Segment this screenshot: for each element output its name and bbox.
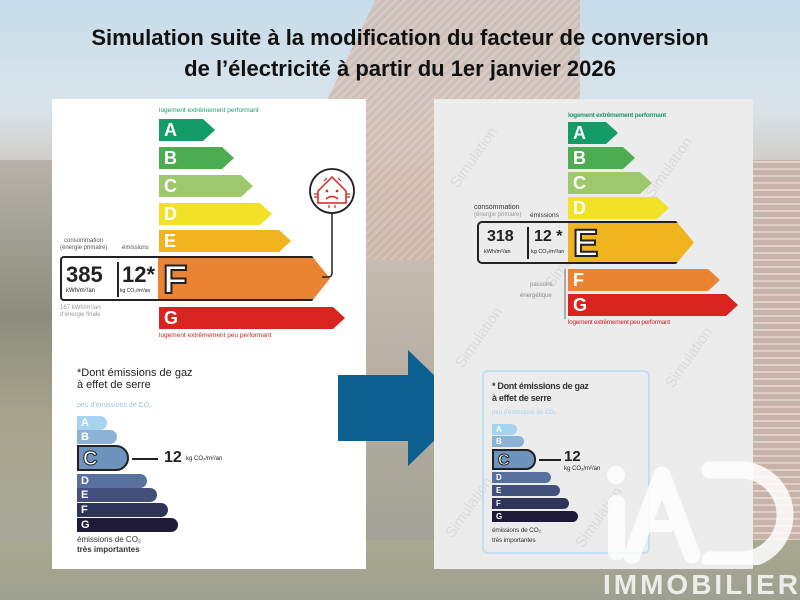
final-energy-label: d'énergie finale bbox=[60, 312, 101, 318]
ges-footnote: * Dont émissions de gaz à effet de serre bbox=[492, 380, 589, 404]
ges-connector bbox=[539, 459, 561, 461]
ges-bottom-label-line-2: très importantes bbox=[492, 537, 536, 544]
passoire-label: passoire bbox=[530, 282, 553, 288]
current-class-letter: E bbox=[573, 223, 599, 265]
ges-bottom-label-line-1: émissions de CO₂ bbox=[77, 535, 142, 544]
energy-class-d: D bbox=[159, 203, 272, 225]
ges-box: * Dont émissions de gaz à effet de serre… bbox=[482, 370, 650, 554]
bottom-performance-label: logement extrêmement peu performant bbox=[159, 332, 272, 339]
passoire-sublabel: énergétique bbox=[520, 293, 552, 299]
ges-class-d: D bbox=[492, 472, 551, 483]
watermark: Simulation bbox=[451, 303, 507, 372]
ges-footnote-line-1: *Dont émissions de gaz bbox=[77, 367, 193, 379]
title-line-1: Simulation suite à la modification du fa… bbox=[91, 25, 709, 50]
ges-unit: kg CO₂/m²/an bbox=[564, 466, 601, 472]
brand-name: IMMOBILIER bbox=[603, 569, 800, 600]
ges-class-c-current: C bbox=[77, 445, 129, 471]
ges-bottom-label-line-1: émissions de CO₂ bbox=[492, 527, 541, 534]
ges-footnote: *Dont émissions de gaz à effet de serre bbox=[77, 367, 193, 391]
ges-top-label: peu d'émissions de CO₂ bbox=[492, 410, 557, 416]
ges-connector bbox=[132, 458, 158, 460]
ges-value: 12 bbox=[564, 448, 581, 465]
ges-top-label: peu d'émissions de CO₂ bbox=[77, 402, 152, 409]
ges-class-c-current: C bbox=[492, 449, 536, 470]
passoire-bracket bbox=[564, 269, 566, 319]
energy-class-b: B bbox=[568, 147, 635, 169]
ges-value: 12 bbox=[164, 449, 182, 466]
energy-class-f: F bbox=[568, 269, 720, 291]
emissions-unit: kg CO₂/m²/an bbox=[531, 249, 565, 255]
ges-class-d: D bbox=[77, 474, 147, 488]
energy-class-f-current: F bbox=[158, 256, 330, 301]
final-energy-value: 167 kWh/m²/an bbox=[60, 305, 101, 311]
ges-bottom-label: émissions de CO₂ très importantes bbox=[77, 535, 141, 555]
energy-class-e: E bbox=[159, 230, 291, 252]
ges-class-b: B bbox=[77, 430, 117, 444]
emissions-unit: kg CO₂/m²/an bbox=[120, 288, 151, 294]
page-title: Simulation suite à la modification du fa… bbox=[0, 22, 800, 84]
ges-footnote-line-1: * Dont émissions de gaz bbox=[492, 381, 589, 391]
top-performance-label: logement extrêmement performant bbox=[159, 107, 259, 114]
consumption-value: 318 bbox=[487, 228, 514, 245]
ges-class-a: A bbox=[77, 416, 107, 430]
watermark: Simulation bbox=[446, 123, 502, 192]
ges-class-e: E bbox=[492, 485, 560, 496]
ges-footnote-line-2: à effet de serre bbox=[77, 379, 151, 391]
emissions-value: 12* bbox=[122, 262, 156, 287]
bottom-performance-label: logement extrêmement peu performant bbox=[568, 319, 670, 326]
sad-house-icon bbox=[309, 168, 355, 278]
emissions-label: émissions bbox=[122, 245, 149, 251]
iad-logo-icon bbox=[607, 461, 794, 565]
dpe-current-panel: logement extrêmement performant A B C D … bbox=[52, 99, 366, 569]
ges-unit: kg CO₂/m²/an bbox=[186, 456, 223, 462]
ges-class-f: F bbox=[77, 503, 168, 517]
current-values-box: 385 kWh/m²/an 12* kg CO₂/m²/an bbox=[60, 256, 160, 301]
watermark: Simulation bbox=[641, 133, 697, 202]
dpe-simulation-panel: Simulation Simulation Simulation Simulat… bbox=[434, 99, 753, 569]
consumption-value: 385 bbox=[66, 262, 103, 287]
emissions-label: émissions bbox=[530, 212, 559, 219]
background-left bbox=[0, 160, 60, 600]
divider bbox=[117, 262, 119, 297]
energy-class-a: A bbox=[159, 119, 215, 141]
current-class-letter: F bbox=[163, 258, 188, 302]
consumption-sublabel: (énergie primaire) bbox=[474, 212, 522, 218]
consumption-label: consommation bbox=[474, 204, 520, 211]
energy-class-d: D bbox=[568, 197, 669, 219]
energy-class-e-current: E bbox=[568, 221, 694, 264]
ges-bottom-label: émissions de CO₂ très importantes bbox=[492, 526, 541, 546]
ges-footnote-line-2: à effet de serre bbox=[492, 393, 552, 403]
energy-class-b: B bbox=[159, 147, 234, 169]
ges-class-b: B bbox=[492, 436, 524, 447]
energy-class-a: A bbox=[568, 122, 618, 144]
ges-class-g: G bbox=[77, 518, 178, 532]
ges-class-e: E bbox=[77, 488, 157, 502]
top-performance-label: logement extrêmement performant bbox=[568, 112, 666, 119]
consumption-unit: kWh/m²/an bbox=[66, 288, 96, 294]
ges-class-a: A bbox=[492, 424, 517, 435]
energy-class-c: C bbox=[568, 172, 652, 194]
divider bbox=[527, 227, 529, 259]
energy-class-g: G bbox=[159, 307, 345, 329]
ges-bottom-label-line-2: très importantes bbox=[77, 545, 140, 554]
ges-class-f: F bbox=[492, 498, 569, 509]
consumption-sublabel: (énergie primaire) bbox=[60, 245, 108, 251]
emissions-value: 12 * bbox=[534, 228, 563, 245]
energy-class-g: G bbox=[568, 294, 738, 316]
energy-class-c: C bbox=[159, 175, 253, 197]
title-line-2: de l’électricité à partir du 1er janvier… bbox=[184, 56, 616, 81]
current-values-box: 318 kWh/m²/an 12 * kg CO₂/m²/an bbox=[477, 221, 570, 264]
consumption-unit: kWh/m²/an bbox=[484, 249, 511, 255]
watermark: Simulation bbox=[661, 323, 717, 392]
ges-class-g: G bbox=[492, 511, 578, 522]
consumption-label: consommation bbox=[64, 238, 104, 244]
